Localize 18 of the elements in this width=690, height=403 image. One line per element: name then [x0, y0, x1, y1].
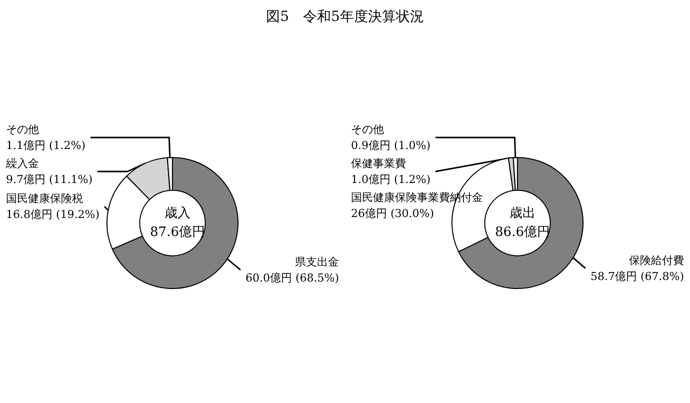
data-label: 26億円 (30.0%) [351, 206, 434, 220]
data-label: 0.9億円 (1.0%) [351, 138, 431, 152]
slice-label: 保険給付費 [629, 254, 684, 267]
data-label: 58.7億円 (67.8%) [590, 270, 684, 283]
slice-label: 県支出金 [295, 255, 339, 268]
slice-label: 保健事業費 [351, 156, 406, 170]
slice-label: 国民健康保険税 [6, 192, 83, 206]
text: 歳入 [164, 206, 190, 221]
data-label: 1.1億円 (1.2%) [6, 139, 86, 152]
slice-label: その他 [351, 122, 384, 136]
data-label: 1.0億円 (1.2%) [351, 172, 431, 186]
slice-label: 繰入金 [5, 157, 39, 170]
data-label: 9.7億円 (11.1%) [6, 173, 93, 186]
chart-title: 図5 令和5年度決算状況 [265, 8, 425, 26]
data-label: 60.0億円 (68.5%) [245, 271, 339, 284]
slice-label: その他 [6, 123, 39, 136]
data-label: 16.8億円 (19.2%) [6, 208, 100, 222]
text: 歳出 [510, 206, 536, 221]
